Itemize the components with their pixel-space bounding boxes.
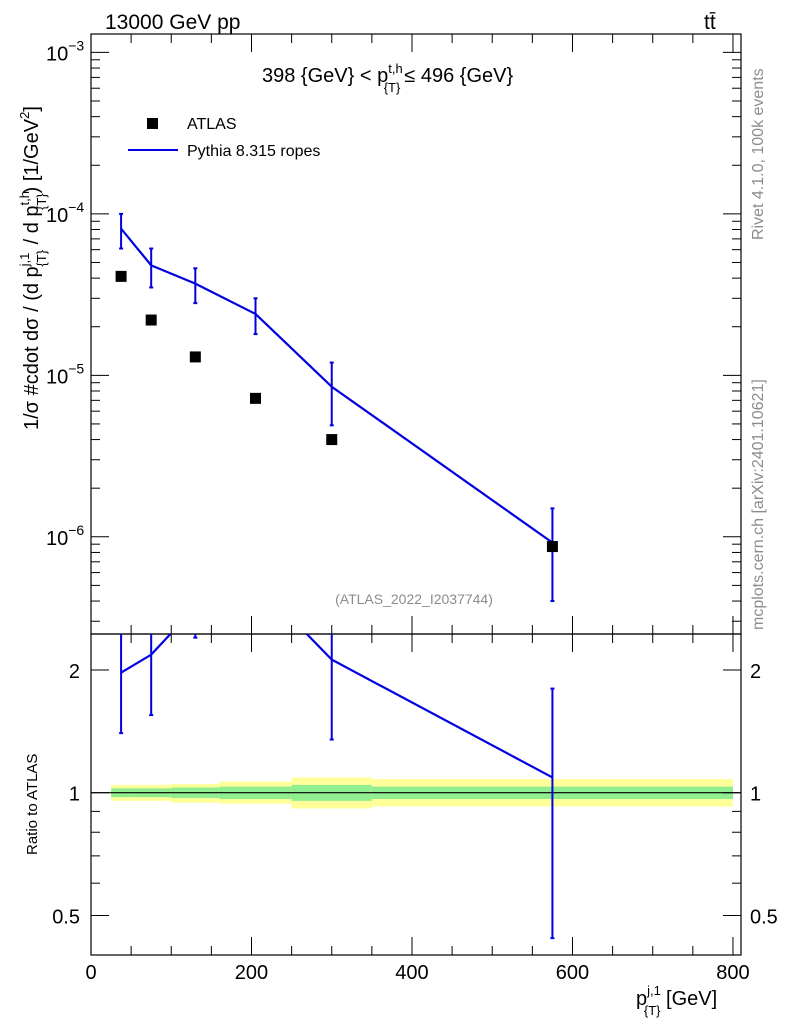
ratio-y-tick-label-left: 1 [69,784,80,806]
x-tick-label: 800 [716,962,749,984]
ratio-series [119,634,555,940]
atlas-data-point [326,434,338,446]
rivet-version-label: Rivet 4.1.0, 100k events [750,68,767,240]
ratio-y-tick-label-right: 1 [750,784,761,806]
legend-atlas-marker [147,118,158,129]
main-plot-title: 398 {GeV} < pt,h {T}≤ 496 {GeV} [262,61,513,95]
main-axis-ticks [90,34,741,634]
ratio-y-tick-label-right: 2 [750,661,761,683]
ratio-pythia-line [120,634,553,779]
ratio-uncertainty-bands [91,777,741,809]
atlas-data-point [145,314,157,326]
analysis-watermark: (ATLAS_2022_I2037744) [335,591,493,607]
main-y-tick-label: 10−5 [46,360,84,388]
x-tick-label: 400 [395,962,428,984]
atlas-data-point [115,270,127,282]
main-y-tick-label: 10−3 [46,37,84,65]
ratio-y-axis-label: Ratio to ATLAS [24,754,41,855]
main-y-tick-label: 10−4 [46,199,84,227]
atlas-data-point [546,541,558,553]
legend-atlas-label: ATLAS [187,116,237,133]
main-series [115,212,558,603]
ratio-plot-frame [90,633,742,956]
x-axis-label: pj,1 {T} [GeV] [636,983,717,1018]
legend-pythia-label: Pythia 8.315 ropes [187,143,320,160]
ratio-y-tick-label-left: 0.5 [52,906,80,928]
legend: ATLAS Pythia 8.315 ropes [128,116,320,160]
header-left-label: 13000 GeV pp [105,11,240,34]
main-y-tick-labels: 10−3 10−4 10−5 10−6 [46,37,84,549]
atlas-data-point [250,392,262,404]
x-tick-label: 600 [556,962,589,984]
atlas-data-point [189,351,201,363]
mcplots-label: mcplots.cern.ch [arXiv:2401.10621] [750,379,767,630]
ratio-axis-ticks [90,634,741,956]
x-tick-label: 0 [85,962,96,984]
ratio-tick-labels: 0.5 0.5 1 1 2 2 0 200 400 600 800 [52,661,778,984]
main-y-tick-label: 10−6 [46,522,84,550]
ratio-y-tick-label-left: 2 [69,661,80,683]
x-tick-label: 200 [235,962,268,984]
header-right-label: tt̄ [704,11,716,34]
ratio-y-tick-label-right: 0.5 [750,906,778,928]
pythia-line [120,227,554,544]
main-y-axis-label: 1/σ #cdot dσ / (d pj,1 {T} / d pt,h {T}) [… [17,106,49,430]
